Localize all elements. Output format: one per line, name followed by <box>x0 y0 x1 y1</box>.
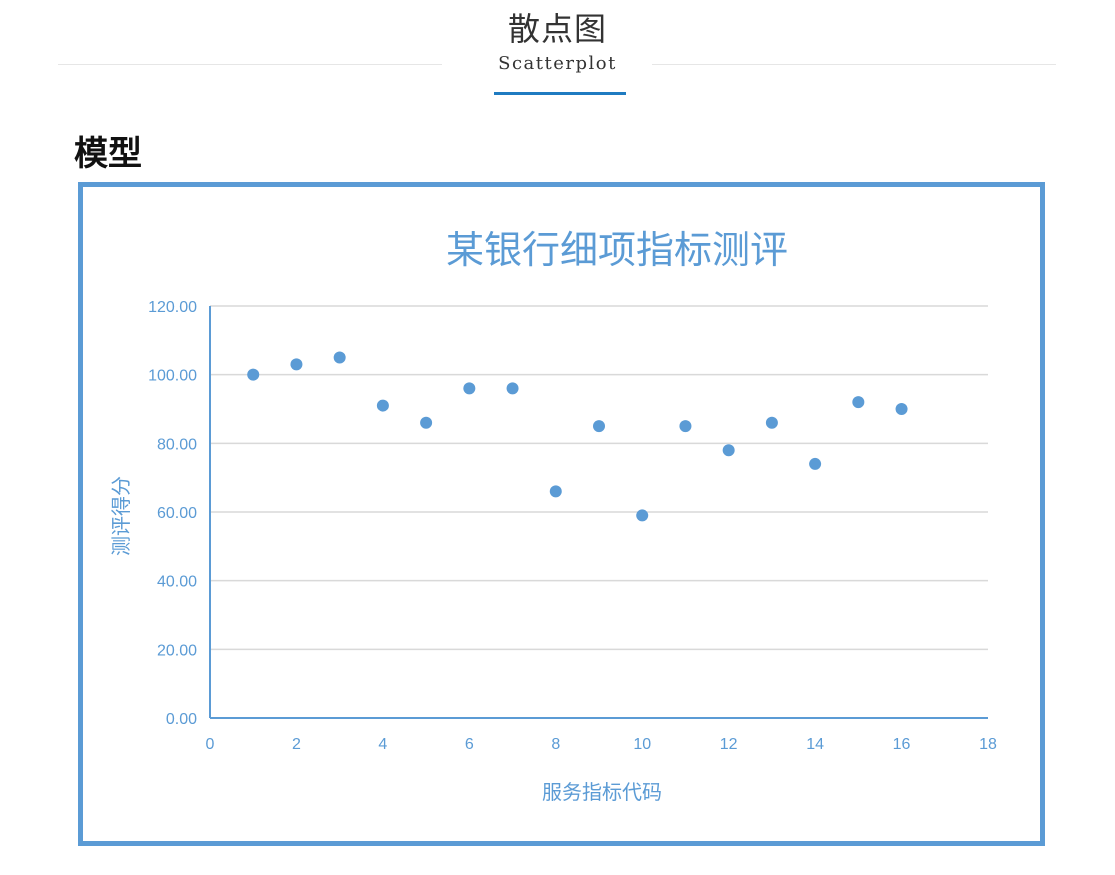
x-tick-label: 18 <box>979 736 997 753</box>
axes <box>209 306 988 719</box>
x-tick-label: 6 <box>465 736 474 753</box>
data-point <box>333 351 346 364</box>
x-tick-label: 0 <box>206 736 215 753</box>
x-tick-label: 14 <box>806 736 824 753</box>
chart-title: 某银行细项指标测评 <box>446 228 788 272</box>
y-tick-label: 80.00 <box>157 436 197 453</box>
x-axis-label: 服务指标代码 <box>542 780 662 804</box>
data-point <box>809 457 822 470</box>
y-tick-label: 0.00 <box>166 711 197 728</box>
x-tick-labels: 0 2 4 6 8 10 12 14 16 18 <box>206 736 997 753</box>
y-tick-label: 20.00 <box>157 642 197 659</box>
data-point <box>420 416 433 429</box>
section-title: 模型 <box>74 134 142 174</box>
chart-frame: 某银行细项指标测评 0.00 20.00 40.00 60.00 80.00 100.00… <box>78 182 1045 846</box>
y-tick-labels: 0.00 20.00 40.00 60.00 80.00 100.00 120.00 <box>148 299 197 728</box>
data-point <box>549 485 562 498</box>
data-point <box>506 382 519 395</box>
x-tick-label: 2 <box>292 736 301 753</box>
header-divider-right <box>652 64 1056 65</box>
y-tick-label: 40.00 <box>157 574 197 591</box>
page-title: 散点图 <box>507 10 607 48</box>
y-tick-label: 100.00 <box>148 368 197 385</box>
data-point <box>679 420 692 433</box>
data-point <box>376 399 389 412</box>
grid-lines <box>210 305 988 651</box>
y-tick-label: 120.00 <box>148 299 197 316</box>
x-tick-label: 4 <box>378 736 387 753</box>
data-point <box>722 444 735 457</box>
data-point <box>290 358 303 371</box>
data-point <box>852 396 865 409</box>
data-point <box>636 509 649 522</box>
data-point <box>895 403 908 415</box>
scatter-chart: 某银行细项指标测评 0.0020.0040.0060.0080.00100.00… <box>109 228 997 804</box>
title-accent-bar <box>494 92 626 95</box>
y-tick-label: 60.00 <box>157 505 197 522</box>
data-point <box>463 382 476 395</box>
x-tick-label: 10 <box>633 736 651 753</box>
data-points <box>247 351 908 522</box>
x-tick-label: 8 <box>551 736 560 753</box>
x-tick-label: 16 <box>893 736 911 753</box>
x-tick-label: 12 <box>720 736 738 753</box>
data-point <box>765 416 778 429</box>
data-point <box>247 368 260 381</box>
header-divider-left <box>58 64 442 65</box>
data-point <box>593 420 605 433</box>
page-subtitle: Scatterplot <box>498 53 617 74</box>
y-axis-label: 测评得分 <box>109 476 133 556</box>
